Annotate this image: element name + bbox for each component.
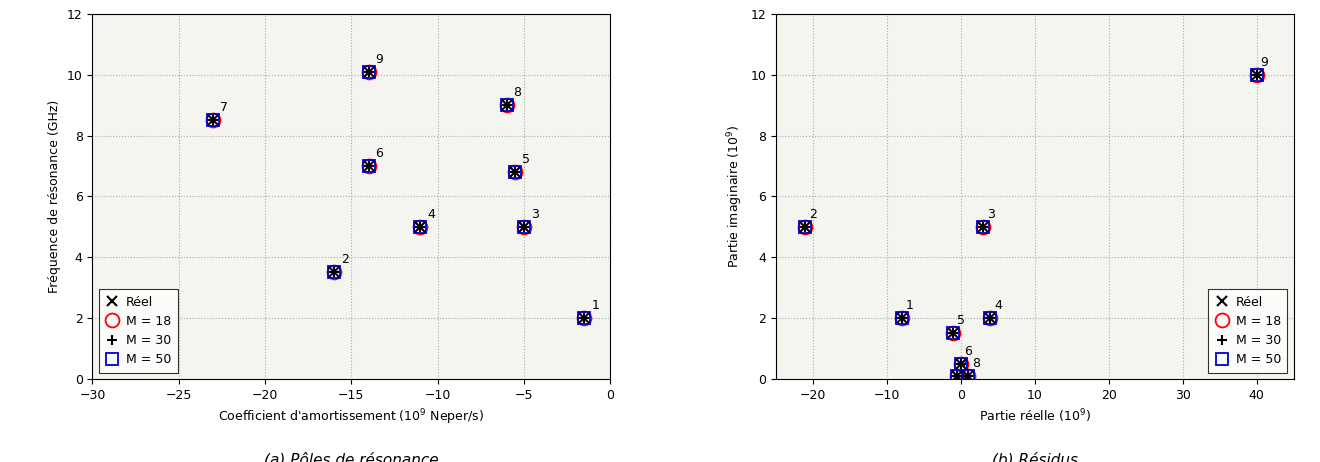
Text: 1: 1 (591, 299, 599, 312)
Text: 6: 6 (375, 147, 383, 160)
Text: 5: 5 (957, 314, 965, 327)
Text: 2: 2 (341, 253, 348, 266)
Y-axis label: Fréquence de résonance (GHz): Fréquence de résonance (GHz) (49, 100, 61, 293)
Text: 6: 6 (965, 345, 973, 358)
Y-axis label: Partie imaginaire (10$^9$): Partie imaginaire (10$^9$) (725, 125, 744, 268)
Text: 9: 9 (1261, 55, 1269, 69)
Legend: Réel, M = 18, M = 30, M = 50: Réel, M = 18, M = 30, M = 50 (99, 289, 178, 372)
Text: 4: 4 (428, 208, 436, 221)
Text: 9: 9 (375, 53, 383, 66)
Text: (b) Résidus: (b) Résidus (991, 452, 1077, 462)
Text: 5: 5 (523, 153, 531, 166)
Legend: Réel, M = 18, M = 30, M = 50: Réel, M = 18, M = 30, M = 50 (1208, 289, 1287, 372)
X-axis label: Coefficient d'amortissement (10$^9$ Neper/s): Coefficient d'amortissement (10$^9$ Nepe… (218, 407, 484, 427)
Text: (a) Pôles de résonance: (a) Pôles de résonance (264, 452, 438, 462)
Text: 8: 8 (513, 86, 521, 99)
Text: 3: 3 (531, 208, 539, 221)
Text: 4: 4 (994, 299, 1002, 312)
Text: 7: 7 (961, 357, 969, 370)
X-axis label: Partie réelle (10$^9$): Partie réelle (10$^9$) (978, 407, 1090, 425)
Text: 2: 2 (809, 208, 817, 221)
Text: 8: 8 (972, 357, 979, 370)
Text: 3: 3 (986, 208, 994, 221)
Text: 1: 1 (906, 299, 913, 312)
Text: 7: 7 (220, 101, 228, 114)
